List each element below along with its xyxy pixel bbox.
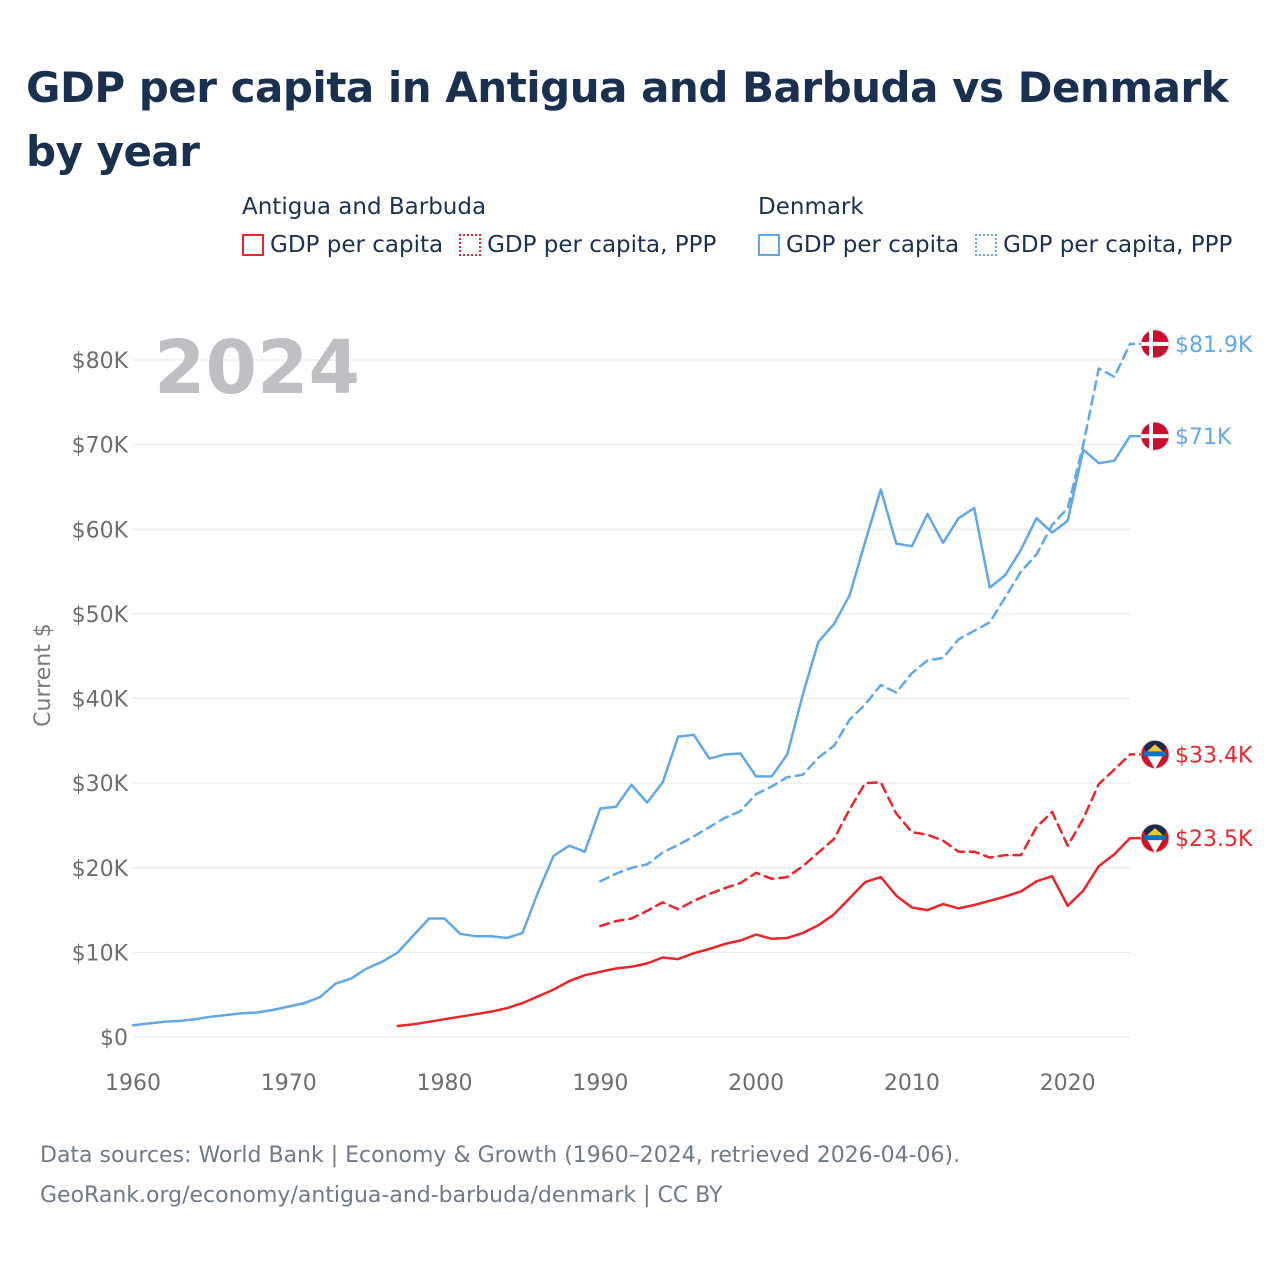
legend-item-denmark-gdp[interactable]: GDP per capita [758, 232, 959, 258]
legend-item-denmark-ppp[interactable]: GDP per capita, PPP [975, 232, 1232, 258]
series-line-3 [599, 753, 1132, 928]
legend-label: GDP per capita [786, 232, 960, 258]
legend-heading: Denmark [758, 194, 864, 220]
y-tick-label: $60K [72, 518, 129, 543]
footer: Data sources: World Bank | Economy & Gro… [40, 1136, 960, 1216]
x-tick-label: 2010 [884, 1071, 940, 1096]
legend-swatch-dotted [459, 234, 482, 256]
legend-label: GDP per capita, PPP [1003, 232, 1233, 258]
y-axis-ticks: $0 $10K $20K $30K $40K $50K $60K $70K $80K [72, 349, 129, 1051]
x-tick-label: 2020 [1040, 1071, 1096, 1096]
y-tick-label: $80K [72, 349, 129, 374]
series-line-0 [131, 434, 1132, 1027]
legend-swatch-solid [242, 234, 264, 256]
footer-source: Data sources: World Bank | Economy & Gro… [40, 1143, 961, 1168]
denmark-flag-icon [1140, 421, 1170, 451]
y-tick-label: $40K [72, 688, 129, 713]
legend-label: GDP per capita [270, 232, 444, 258]
series-lines [131, 342, 1132, 1028]
y-tick-label: $10K [72, 941, 129, 966]
chart-title: GDP per capita in Antigua and Barbuda vs… [26, 63, 1229, 176]
end-value-label: $71K [1175, 425, 1232, 450]
legend-item-antigua-gdp[interactable]: GDP per capita [242, 232, 443, 258]
legend-item-antigua-ppp[interactable]: GDP per capita, PPP [459, 232, 716, 258]
end-value-label: $33.4K [1175, 743, 1253, 768]
y-tick-label: $70K [72, 434, 129, 459]
year-watermark: 2024 [154, 325, 360, 411]
y-tick-label: $0 [100, 1026, 128, 1051]
series-line-2 [396, 836, 1132, 1028]
legend-group-antigua: Antigua and Barbuda GDP per capita GDP p… [242, 194, 716, 258]
series-end-markers: $71K $81.9K $23.5K $33.4K [1130, 329, 1253, 853]
gridlines [133, 359, 1130, 1038]
legend-swatch-solid [758, 234, 780, 256]
antigua-flag-icon [1140, 823, 1170, 853]
legend-swatch-dotted [975, 234, 998, 256]
footer-link[interactable]: GeoRank.org/economy/antigua-and-barbuda/… [40, 1183, 723, 1208]
denmark-flag-icon [1140, 329, 1170, 359]
end-value-label: $23.5K [1175, 827, 1253, 852]
x-axis-ticks: 1960 1970 1980 1990 2000 2010 2020 [105, 1071, 1096, 1096]
antigua-flag-icon [1140, 739, 1170, 769]
y-tick-label: $20K [72, 857, 129, 882]
legend-heading: Antigua and Barbuda [242, 194, 487, 220]
end-value-label: $81.9K [1175, 333, 1253, 358]
x-tick-label: 1980 [417, 1071, 473, 1096]
x-tick-label: 1990 [572, 1071, 628, 1096]
y-axis-label: Current $ [31, 623, 56, 727]
legend-group-denmark: Denmark GDP per capita GDP per capita, P… [758, 194, 1232, 258]
x-tick-label: 2000 [728, 1071, 784, 1096]
legend-label: GDP per capita, PPP [487, 232, 717, 258]
x-tick-label: 1960 [105, 1071, 161, 1096]
y-tick-label: $50K [72, 603, 129, 628]
x-tick-label: 1970 [261, 1071, 317, 1096]
y-tick-label: $30K [72, 772, 129, 797]
series-line-1 [599, 342, 1132, 883]
